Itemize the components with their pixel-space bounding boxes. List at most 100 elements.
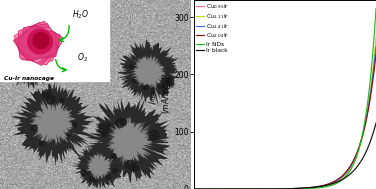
Circle shape — [112, 155, 116, 159]
Polygon shape — [71, 141, 124, 189]
Text: $H_2O$: $H_2O$ — [71, 8, 89, 21]
Ir NDs — [323, 186, 328, 188]
Cu$_{1.11}$Ir — [374, 36, 376, 38]
Cu$_{1.11}$Ir — [323, 185, 328, 187]
Polygon shape — [14, 25, 61, 60]
Polygon shape — [20, 24, 59, 66]
Circle shape — [158, 83, 163, 89]
Ir black — [192, 188, 197, 189]
Line: Cu$_{1.41}$Ir: Cu$_{1.41}$Ir — [194, 47, 376, 189]
Polygon shape — [130, 54, 166, 90]
Cu$_{0.95}$Ir — [264, 188, 268, 189]
Cu$_{1.41}$Ir — [306, 187, 311, 189]
Text: $O_2$: $O_2$ — [77, 51, 88, 64]
Polygon shape — [11, 82, 95, 166]
Circle shape — [167, 77, 174, 85]
Circle shape — [31, 125, 37, 131]
Circle shape — [59, 98, 64, 103]
Polygon shape — [16, 27, 57, 61]
Cu$_{0.95}$Ir — [374, 42, 376, 44]
Legend: Cu$_{0.95}$Ir, Cu$_{1.11}$Ir, Cu$_{1.41}$Ir, Cu$_{2.04}$Ir, Ir NDs, Ir black: Cu$_{0.95}$Ir, Cu$_{1.11}$Ir, Cu$_{1.41}… — [196, 1, 230, 54]
Ir black — [374, 122, 376, 124]
Line: Cu$_{0.95}$Ir: Cu$_{0.95}$Ir — [194, 43, 376, 189]
Cu$_{1.11}$Ir — [324, 185, 329, 187]
Circle shape — [33, 33, 49, 49]
Circle shape — [68, 131, 72, 136]
Line: Cu$_{1.11}$Ir: Cu$_{1.11}$Ir — [194, 37, 376, 189]
Cu$_{0.95}$Ir — [192, 188, 197, 189]
Cu$_{1.11}$Ir — [251, 188, 256, 189]
Cu$_{1.11}$Ir — [264, 188, 268, 189]
Polygon shape — [14, 22, 63, 61]
Circle shape — [42, 92, 47, 98]
Circle shape — [111, 153, 116, 158]
Cu$_{1.11}$Ir — [192, 188, 197, 189]
Cu$_{1.41}$Ir — [324, 184, 329, 186]
Line: Cu$_{2.04}$Ir: Cu$_{2.04}$Ir — [194, 54, 376, 189]
Circle shape — [44, 50, 48, 54]
Polygon shape — [0, 30, 57, 89]
Polygon shape — [85, 98, 170, 186]
Cu$_{1.11}$Ir — [306, 187, 311, 189]
Circle shape — [28, 29, 52, 54]
Polygon shape — [29, 99, 77, 145]
Circle shape — [47, 95, 55, 104]
Y-axis label: $j_{mass}$
$(mA/mg_{Ir})$: $j_{mass}$ $(mA/mg_{Ir})$ — [145, 75, 173, 114]
Ir NDs — [306, 187, 311, 189]
Cu$_{2.04}$Ir — [324, 184, 329, 186]
Circle shape — [26, 74, 31, 80]
Polygon shape — [11, 43, 44, 78]
Ir NDs — [251, 188, 256, 189]
Cu$_{0.95}$Ir — [324, 184, 329, 187]
Circle shape — [42, 90, 51, 98]
Bar — [0, 0, 109, 81]
Cu$_{0.95}$Ir — [306, 187, 311, 189]
Ir NDs — [214, 188, 218, 189]
Ir black — [306, 187, 311, 189]
Circle shape — [93, 180, 96, 182]
Cu$_{1.41}$Ir — [374, 46, 376, 48]
Cu$_{2.04}$Ir — [214, 188, 218, 189]
Ir NDs — [324, 186, 329, 188]
Cu$_{2.04}$Ir — [374, 53, 376, 56]
Line: Ir black: Ir black — [194, 123, 376, 189]
Cu$_{0.95}$Ir — [214, 188, 218, 189]
Circle shape — [112, 168, 118, 174]
Cu$_{2.04}$Ir — [264, 188, 268, 189]
Circle shape — [132, 80, 136, 83]
Circle shape — [32, 43, 37, 48]
Circle shape — [149, 130, 159, 140]
Cu$_{1.41}$Ir — [264, 188, 268, 189]
Cu$_{0.95}$Ir — [323, 184, 328, 187]
Ir NDs — [264, 188, 268, 189]
Ir black — [264, 188, 268, 189]
Circle shape — [102, 132, 107, 137]
Circle shape — [32, 40, 39, 46]
FancyArrowPatch shape — [59, 26, 69, 41]
Circle shape — [26, 44, 31, 49]
Circle shape — [99, 124, 109, 134]
Circle shape — [87, 171, 91, 175]
Circle shape — [133, 166, 138, 171]
Circle shape — [72, 122, 77, 127]
Cu$_{1.41}$Ir — [214, 188, 218, 189]
Circle shape — [40, 54, 45, 59]
Circle shape — [126, 160, 136, 170]
Text: Cu-Ir nanocage: Cu-Ir nanocage — [4, 76, 54, 81]
Circle shape — [39, 141, 44, 146]
Polygon shape — [83, 151, 115, 180]
Ir NDs — [192, 188, 197, 189]
Ir NDs — [374, 7, 376, 10]
Cu$_{0.95}$Ir — [251, 188, 256, 189]
Ir black — [324, 184, 329, 186]
Cu$_{2.04}$Ir — [323, 184, 328, 186]
Cu$_{2.04}$Ir — [306, 187, 311, 189]
Circle shape — [120, 119, 127, 126]
Circle shape — [12, 50, 17, 55]
Circle shape — [129, 64, 134, 69]
Cu$_{2.04}$Ir — [192, 188, 197, 189]
Circle shape — [161, 80, 165, 83]
Circle shape — [145, 85, 150, 90]
Cu$_{1.41}$Ir — [192, 188, 197, 189]
Cu$_{2.04}$Ir — [251, 188, 256, 189]
